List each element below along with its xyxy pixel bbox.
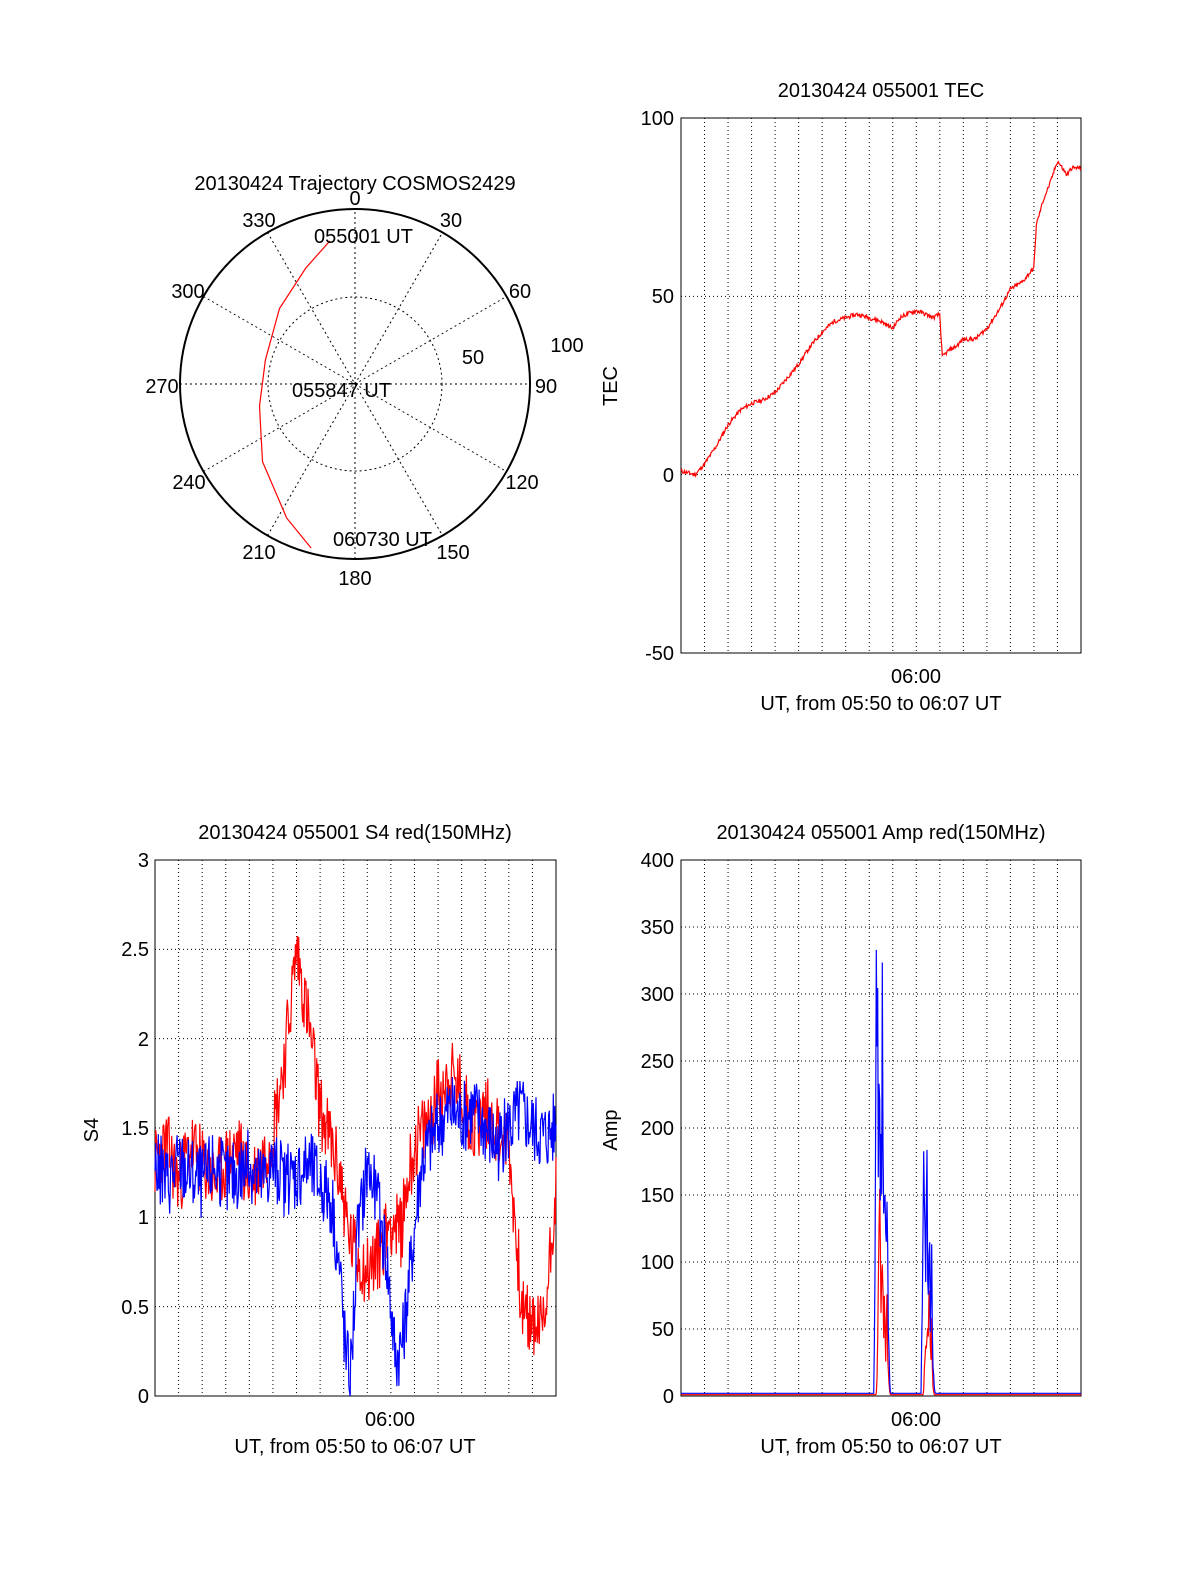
- tec-ytick: 100: [641, 108, 674, 130]
- s4-ytick: 2.5: [121, 939, 149, 961]
- tec-ytick: 50: [652, 286, 674, 308]
- azimuth-label: 330: [242, 210, 275, 232]
- amp-ylabel: Amp: [600, 1109, 622, 1150]
- azimuth-label: 210: [242, 542, 275, 564]
- polar-title: 20130424 Trajectory COSMOS2429: [194, 173, 515, 195]
- tec-title: 20130424 055001 TEC: [778, 80, 984, 102]
- tec-xlabel: UT, from 05:50 to 06:07 UT: [760, 693, 1001, 715]
- polar-spoke: [267, 232, 443, 536]
- s4-title: 20130424 055001 S4 red(150MHz): [198, 822, 512, 844]
- radial-label-50: 50: [462, 347, 484, 369]
- azimuth-label: 90: [535, 376, 557, 398]
- tec-ylabel: TEC: [600, 366, 622, 406]
- s4-ytick: 1.5: [121, 1118, 149, 1140]
- s4-ytick: 1: [138, 1207, 149, 1229]
- azimuth-label: 60: [509, 281, 531, 303]
- amp-grid: [681, 860, 1081, 1396]
- tec-grid: [681, 118, 1081, 653]
- azimuth-label: 180: [338, 568, 371, 590]
- amp-series-line: [681, 949, 1081, 1394]
- tec-ytick: 0: [663, 465, 674, 487]
- amp-title: 20130424 055001 Amp red(150MHz): [716, 822, 1045, 844]
- amp-xtick: 06:00: [891, 1409, 941, 1431]
- tec-series-line: [680, 160, 1082, 479]
- azimuth-label: 150: [436, 542, 469, 564]
- tec-plot-frame: [680, 117, 1082, 654]
- s4-ylabel: S4: [81, 1118, 103, 1142]
- amp-ytick: 200: [641, 1118, 674, 1140]
- amp-ytick: 50: [652, 1319, 674, 1341]
- time-label-mid: 055847 UT: [292, 380, 391, 402]
- s4-xtick: 06:00: [365, 1409, 415, 1431]
- azimuth-label: 240: [172, 472, 205, 494]
- amp-ytick: 350: [641, 917, 674, 939]
- s4-xlabel: UT, from 05:50 to 06:07 UT: [234, 1436, 475, 1458]
- time-label-start: 055001 UT: [314, 226, 413, 248]
- amp-ytick: 250: [641, 1051, 674, 1073]
- s4-ytick: 3: [138, 850, 149, 872]
- tec-xtick: 06:00: [891, 666, 941, 688]
- amp-ytick: 100: [641, 1252, 674, 1274]
- amp-xlabel: UT, from 05:50 to 06:07 UT: [760, 1436, 1001, 1458]
- azimuth-label: 120: [505, 472, 538, 494]
- amp-ytick: 400: [641, 850, 674, 872]
- trajectory-track: [258, 240, 331, 549]
- s4-ytick: 2: [138, 1029, 149, 1051]
- amp-panel: 20130424 055001 Amp red(150MHz) 400 350 …: [600, 822, 1082, 1458]
- s4-series-line: [154, 1076, 557, 1397]
- amp-series-line: [681, 1188, 1081, 1396]
- s4-panel: 20130424 055001 S4 red(150MHz) 3 2.5 2 1…: [81, 822, 557, 1458]
- polar-panel: 20130424 Trajectory COSMOS2429 0 30 60 9…: [145, 173, 583, 590]
- radial-label-100: 100: [550, 335, 583, 357]
- s4-ytick: 0.5: [121, 1297, 149, 1319]
- azimuth-label: 0: [349, 188, 360, 210]
- azimuth-label: 300: [171, 281, 204, 303]
- azimuth-label: 270: [145, 376, 178, 398]
- tec-panel: 20130424 055001 TEC 100 50 0 -50 TEC 06:…: [600, 80, 1082, 715]
- polar-azimuth-labels: 0 30 60 90 120 150 180 210 240 270 300 3…: [145, 188, 557, 590]
- s4-ytick: 0: [138, 1386, 149, 1408]
- time-label-end: 060730 UT: [333, 529, 432, 551]
- amp-ytick: 300: [641, 984, 674, 1006]
- amp-ytick: 150: [641, 1185, 674, 1207]
- polar-grid: [179, 208, 531, 560]
- amp-plot-frame: [680, 859, 1082, 1397]
- amp-ytick: 0: [663, 1386, 674, 1408]
- tec-ytick: -50: [645, 643, 674, 665]
- azimuth-label: 30: [440, 210, 462, 232]
